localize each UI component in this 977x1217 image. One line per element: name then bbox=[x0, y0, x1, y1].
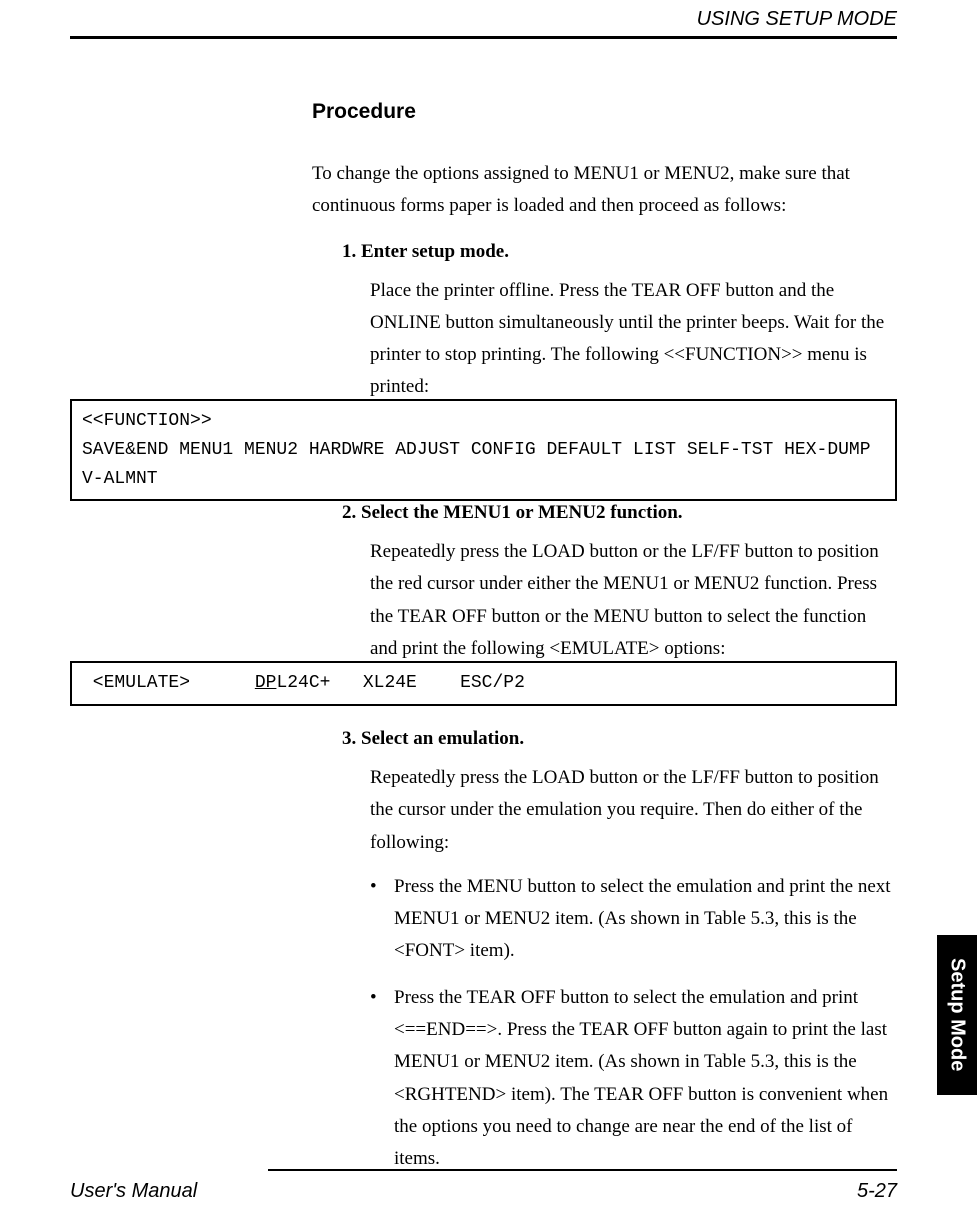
code-rest: L24C+ XL24E ESC/P2 bbox=[276, 673, 524, 693]
content-block-1: Procedure To change the options assigned… bbox=[312, 100, 892, 416]
intro-paragraph: To change the options assigned to MENU1 … bbox=[312, 158, 892, 223]
side-tab: Setup Mode bbox=[937, 935, 977, 1095]
content-block-2: 2. Select the MENU1 or MENU2 function. R… bbox=[312, 502, 892, 677]
header-rule bbox=[70, 36, 897, 39]
step-3: 3. Select an emulation. Repeatedly press… bbox=[342, 728, 892, 1176]
step-3-bullets: • Press the MENU button to select the em… bbox=[370, 871, 892, 1176]
step-3-heading: 3. Select an emulation. bbox=[342, 728, 892, 750]
code-line: SAVE&END MENU1 MENU2 HARDWRE ADJUST CONF… bbox=[82, 436, 885, 465]
step-3-body: Repeatedly press the LOAD button or the … bbox=[370, 762, 892, 859]
code-line: V-ALMNT bbox=[82, 465, 885, 494]
header-title: USING SETUP MODE bbox=[697, 8, 897, 31]
function-menu-printout: <<FUNCTION>> SAVE&END MENU1 MENU2 HARDWR… bbox=[70, 399, 897, 501]
bullet-text: Press the MENU button to select the emul… bbox=[394, 871, 892, 968]
content-block-3: 3. Select an emulation. Repeatedly press… bbox=[312, 728, 892, 1190]
footer-rule bbox=[268, 1169, 897, 1171]
section-title: Procedure bbox=[312, 100, 892, 124]
bullet-marker: • bbox=[370, 982, 394, 1176]
step-1: 1. Enter setup mode. Place the printer o… bbox=[342, 241, 892, 404]
code-prefix: <EMULATE> bbox=[82, 673, 255, 693]
bullet-marker: • bbox=[370, 871, 394, 968]
step-2-body: Repeatedly press the LOAD button or the … bbox=[370, 536, 892, 665]
code-underlined: DP bbox=[255, 673, 277, 693]
side-tab-label: Setup Mode bbox=[946, 958, 969, 1071]
step-2: 2. Select the MENU1 or MENU2 function. R… bbox=[342, 502, 892, 665]
step-2-heading: 2. Select the MENU1 or MENU2 function. bbox=[342, 502, 892, 524]
footer-right: 5-27 bbox=[857, 1180, 897, 1203]
footer-left: User's Manual bbox=[70, 1180, 197, 1203]
code-line: <<FUNCTION>> bbox=[82, 407, 885, 436]
bullet-item: • Press the MENU button to select the em… bbox=[370, 871, 892, 968]
bullet-item: • Press the TEAR OFF button to select th… bbox=[370, 982, 892, 1176]
step-1-heading: 1. Enter setup mode. bbox=[342, 241, 892, 263]
bullet-text: Press the TEAR OFF button to select the … bbox=[394, 982, 892, 1176]
step-1-body: Place the printer offline. Press the TEA… bbox=[370, 275, 892, 404]
emulate-options-printout: <EMULATE> DPL24C+ XL24E ESC/P2 bbox=[70, 661, 897, 706]
